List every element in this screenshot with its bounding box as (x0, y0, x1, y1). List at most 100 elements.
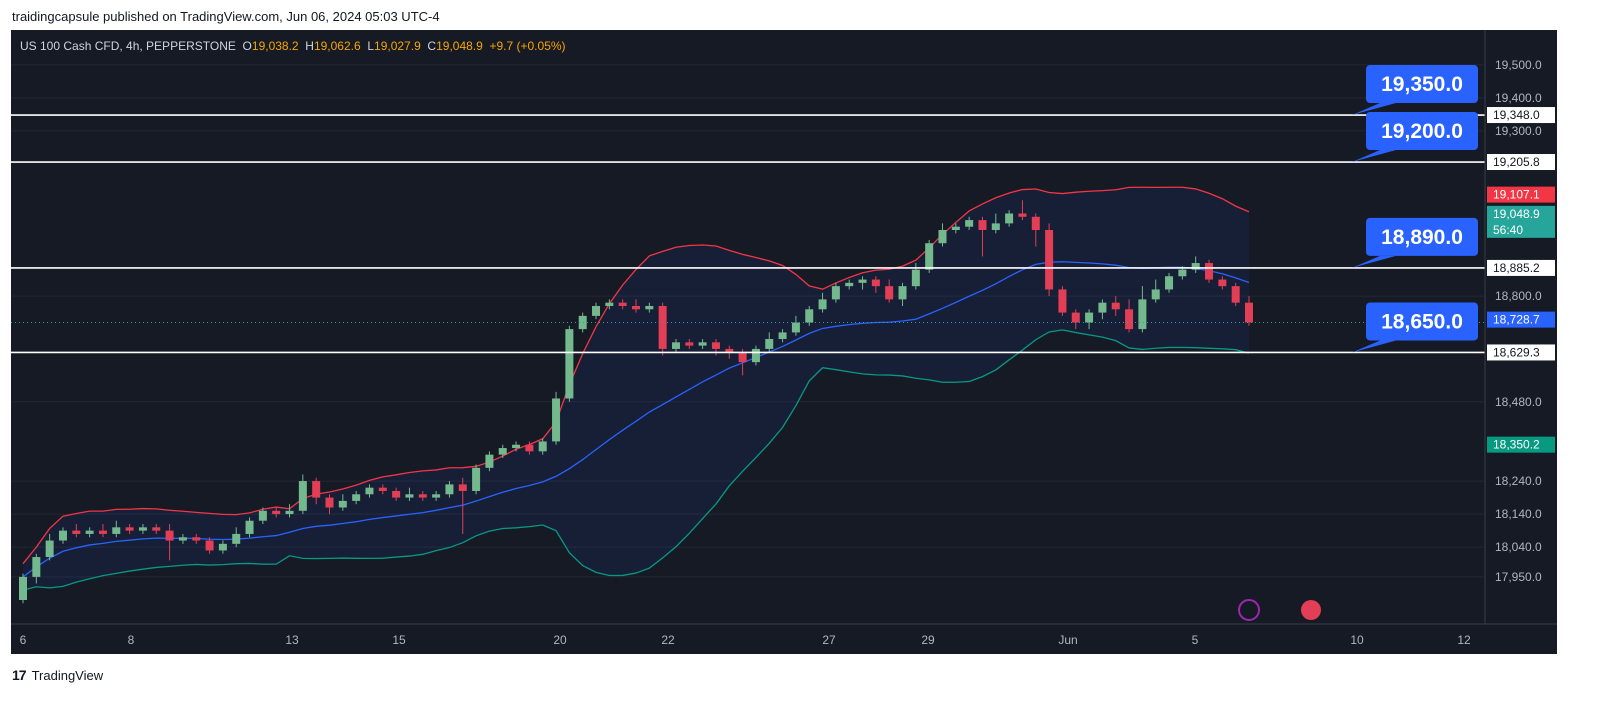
x-tick-label: 29 (921, 633, 935, 647)
candle-body (1031, 216, 1040, 230)
candle (125, 524, 134, 534)
x-tick-label: 15 (392, 633, 406, 647)
candle-body (1085, 312, 1094, 323)
candle-body (19, 576, 27, 600)
candle (1045, 223, 1054, 297)
open-value: 19,038.2 (251, 39, 299, 53)
candle (498, 444, 507, 458)
candle (152, 524, 161, 534)
level-price-text: 19,205.8 (1493, 155, 1540, 169)
x-tick-label: 8 (128, 633, 135, 647)
candle-body (178, 537, 187, 541)
candle-body (685, 342, 694, 346)
candle (432, 490, 441, 501)
candle (951, 223, 960, 234)
candle-body (58, 530, 67, 541)
callout-label: 19,350.0 (1381, 73, 1463, 96)
candle (258, 507, 267, 525)
candle-body (805, 309, 814, 323)
x-tick-label: 27 (822, 633, 836, 647)
y-tick-label: 18,800.0 (1495, 289, 1542, 303)
candle (1058, 286, 1067, 316)
candle-body (1165, 276, 1174, 290)
candle-body (1071, 312, 1080, 323)
candle-body (738, 352, 747, 363)
candle-body (512, 444, 521, 449)
close-value: 19,048.9 (436, 39, 483, 53)
candle-body (112, 527, 121, 534)
y-tick-label: 19,400.0 (1495, 91, 1542, 105)
candle (1031, 213, 1040, 247)
candle-body (845, 282, 854, 287)
tradingview-brand: TradingView (31, 667, 104, 683)
x-tick-label: 20 (553, 633, 567, 647)
basis-tag-text: 18,728.7 (1493, 313, 1540, 327)
candle-body (85, 530, 94, 534)
candle (192, 533, 201, 544)
candle-body (125, 527, 134, 531)
candle-body (418, 494, 427, 498)
candle-body (898, 286, 907, 300)
us-flag-event-icon (1301, 600, 1321, 620)
candle-body (1231, 286, 1240, 303)
candle-body (138, 527, 147, 531)
candle-body (1218, 279, 1227, 287)
candle (578, 312, 587, 333)
candle (845, 279, 854, 290)
candle-body (32, 557, 41, 577)
low-label: L (367, 39, 375, 53)
basis-line (22, 261, 1250, 578)
candle-body (831, 286, 840, 300)
upper-band-tag-text: 19,107.1 (1493, 188, 1540, 202)
candle (1018, 200, 1027, 221)
candle (1205, 259, 1214, 283)
candle-body (245, 520, 254, 534)
candle (1151, 279, 1160, 303)
candle (738, 348, 747, 376)
candle (605, 299, 614, 310)
candle (645, 302, 654, 313)
low-value: 19,027.9 (374, 39, 421, 53)
level-price-tag (1487, 259, 1555, 276)
candle (285, 504, 294, 518)
last-price-countdown: 56:40 (1493, 223, 1523, 237)
candle-body (285, 510, 294, 515)
candle-body (272, 510, 281, 515)
candle (405, 487, 414, 501)
candle (1071, 309, 1080, 330)
callout-label: 18,890.0 (1381, 226, 1463, 249)
chart-panel[interactable]: 19,350.0 19,200.0 18,890.0 18,650.0 19,500.0… (11, 30, 1557, 654)
candle-body (1018, 213, 1027, 217)
candle (858, 276, 867, 290)
candle (112, 520, 121, 538)
candle-body (565, 329, 574, 399)
candle-body (152, 527, 161, 531)
callout-label: 18,650.0 (1381, 310, 1463, 333)
price-chart[interactable]: 19,350.0 19,200.0 18,890.0 18,650.0 19,500.0… (11, 30, 1557, 654)
candle-body (885, 286, 894, 300)
callout-box (1366, 217, 1478, 256)
y-tick-label: 18,040.0 (1495, 540, 1542, 554)
candle-body (1151, 289, 1160, 300)
candle-body (472, 467, 481, 491)
candle-body (325, 497, 334, 508)
callout-pointer (1352, 103, 1396, 116)
tradingview-footer[interactable]: 17 TradingView (12, 667, 103, 683)
candle (85, 527, 94, 538)
candle (1111, 296, 1120, 316)
level-price-tag (1487, 154, 1555, 171)
candle (72, 524, 81, 538)
callout-box (1366, 112, 1478, 151)
callout-pointer (1352, 150, 1396, 163)
candle (138, 524, 147, 534)
candle (205, 537, 214, 554)
high-value: 19,062.6 (313, 39, 361, 53)
callout-label: 19,200.0 (1381, 120, 1463, 143)
last-price-tag (1487, 205, 1555, 238)
candle (245, 517, 254, 538)
y-tick-label: 19,300.0 (1495, 124, 1542, 138)
lower-band-line (22, 329, 1250, 591)
y-tick-label: 18,240.0 (1495, 474, 1542, 488)
dividend-event-icon (1238, 599, 1260, 621)
x-tick-label: 5 (1192, 633, 1199, 647)
